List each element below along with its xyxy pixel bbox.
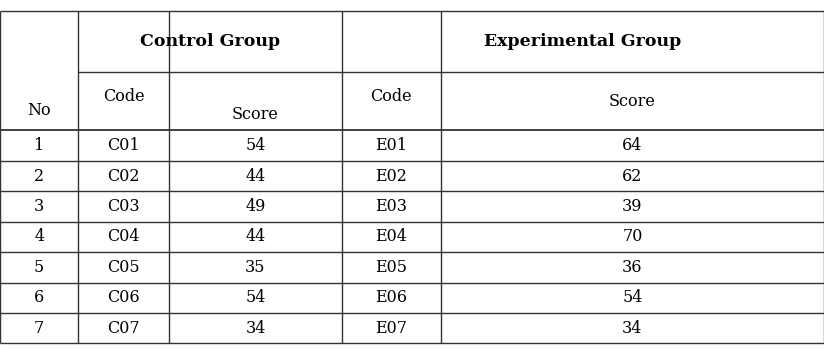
Text: 49: 49 [246,198,265,215]
Text: 44: 44 [246,167,265,184]
Text: C07: C07 [107,320,140,337]
Text: 3: 3 [34,198,44,215]
Text: E05: E05 [376,259,407,276]
Text: 7: 7 [34,320,44,337]
Text: 1: 1 [34,137,44,154]
Text: No: No [27,102,51,119]
Text: C01: C01 [107,137,140,154]
Text: 62: 62 [622,167,643,184]
Text: 34: 34 [622,320,643,337]
Text: 5: 5 [34,259,44,276]
Text: C04: C04 [107,228,140,245]
Text: 64: 64 [622,137,643,154]
Text: E02: E02 [376,167,407,184]
Text: C03: C03 [107,198,140,215]
Text: Score: Score [232,105,279,122]
Text: Experimental Group: Experimental Group [485,33,681,50]
Text: 54: 54 [246,137,265,154]
Text: 6: 6 [34,289,44,306]
Text: 36: 36 [622,259,643,276]
Text: 70: 70 [622,228,643,245]
Text: E06: E06 [376,289,407,306]
Text: 35: 35 [246,259,265,276]
Text: C06: C06 [107,289,140,306]
Text: Code: Code [371,88,412,105]
Text: Score: Score [609,93,656,110]
Text: E04: E04 [376,228,407,245]
Text: Control Group: Control Group [140,33,280,50]
Text: 39: 39 [622,198,643,215]
Text: Code: Code [103,88,144,105]
Text: 44: 44 [246,228,265,245]
Text: 54: 54 [246,289,265,306]
Text: 54: 54 [622,289,643,306]
Text: 2: 2 [34,167,44,184]
Text: E07: E07 [376,320,407,337]
Text: C02: C02 [107,167,140,184]
Text: 34: 34 [246,320,265,337]
Text: 4: 4 [34,228,44,245]
Text: E03: E03 [376,198,407,215]
Text: E01: E01 [376,137,407,154]
Text: C05: C05 [107,259,140,276]
